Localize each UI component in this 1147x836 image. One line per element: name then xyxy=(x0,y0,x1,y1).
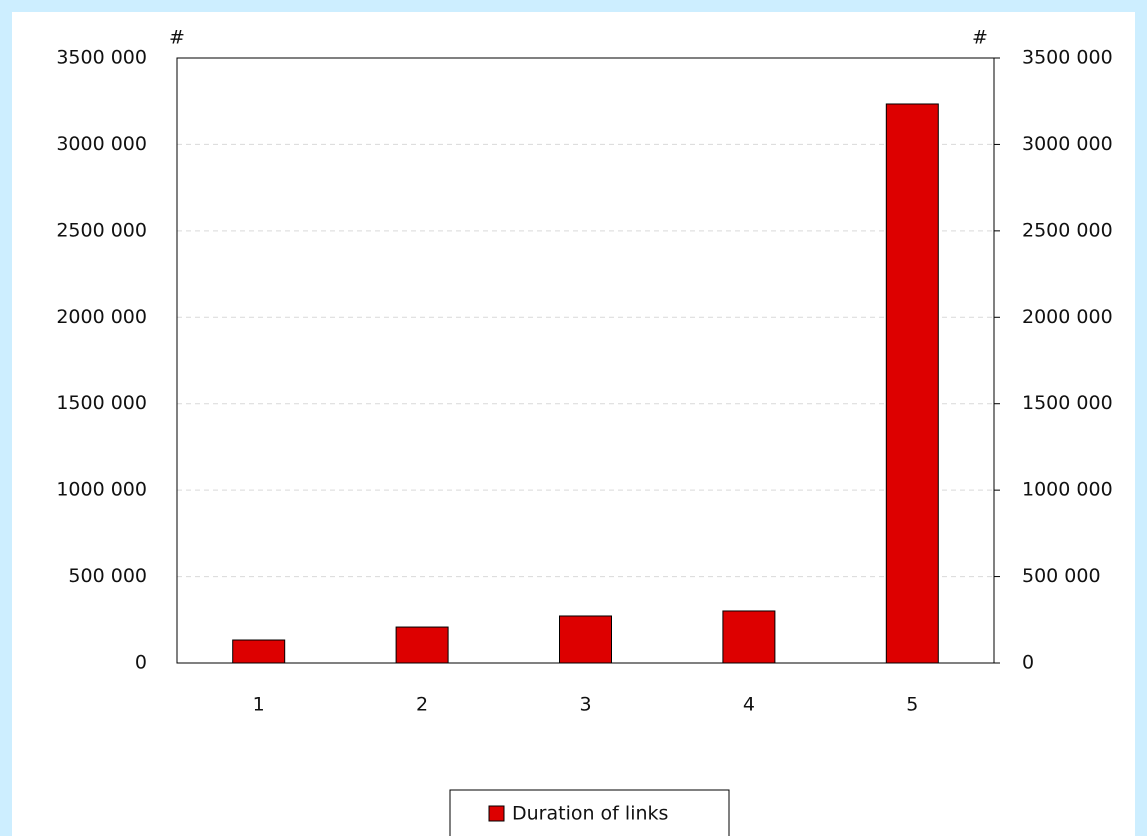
y-tick-label: 500 000 xyxy=(68,565,147,587)
x-tick-label: 2 xyxy=(416,694,428,716)
legend-swatch xyxy=(488,805,505,822)
legend-label: Duration of links xyxy=(512,803,668,825)
x-tick-label: 5 xyxy=(906,694,918,716)
y-axis-label: # xyxy=(169,27,185,49)
y-tick-label: 3000 000 xyxy=(56,133,147,155)
y-tick-label: 1500 000 xyxy=(56,392,147,414)
y-tick-label: 0 xyxy=(135,652,147,674)
y-tick-label: 3500 000 xyxy=(56,47,147,69)
y2-tick-label: 3500 000 xyxy=(1022,47,1113,69)
chart-background xyxy=(12,12,1135,836)
bar xyxy=(559,615,612,664)
y-tick-label: 1000 000 xyxy=(56,479,147,501)
x-tick-label: 1 xyxy=(253,694,265,716)
y2-tick-label: 0 xyxy=(1022,652,1034,674)
bar xyxy=(232,639,286,664)
y2-tick-label: 1500 000 xyxy=(1022,392,1113,414)
x-tick-label: 4 xyxy=(743,694,755,716)
y2-tick-label: 2500 000 xyxy=(1022,219,1113,241)
y2-tick-label: 2000 000 xyxy=(1022,306,1113,328)
bar xyxy=(722,610,776,664)
y-tick-label: 2000 000 xyxy=(56,306,147,328)
x-tick-label: 3 xyxy=(579,694,591,716)
y-tick-label: 2500 000 xyxy=(56,219,147,241)
y2-tick-label: 500 000 xyxy=(1022,565,1101,587)
y2-tick-label: 3000 000 xyxy=(1022,133,1113,155)
y2-axis-label: # xyxy=(972,27,988,49)
y2-tick-label: 1000 000 xyxy=(1022,479,1113,501)
bar xyxy=(885,103,939,664)
bar xyxy=(395,626,449,664)
